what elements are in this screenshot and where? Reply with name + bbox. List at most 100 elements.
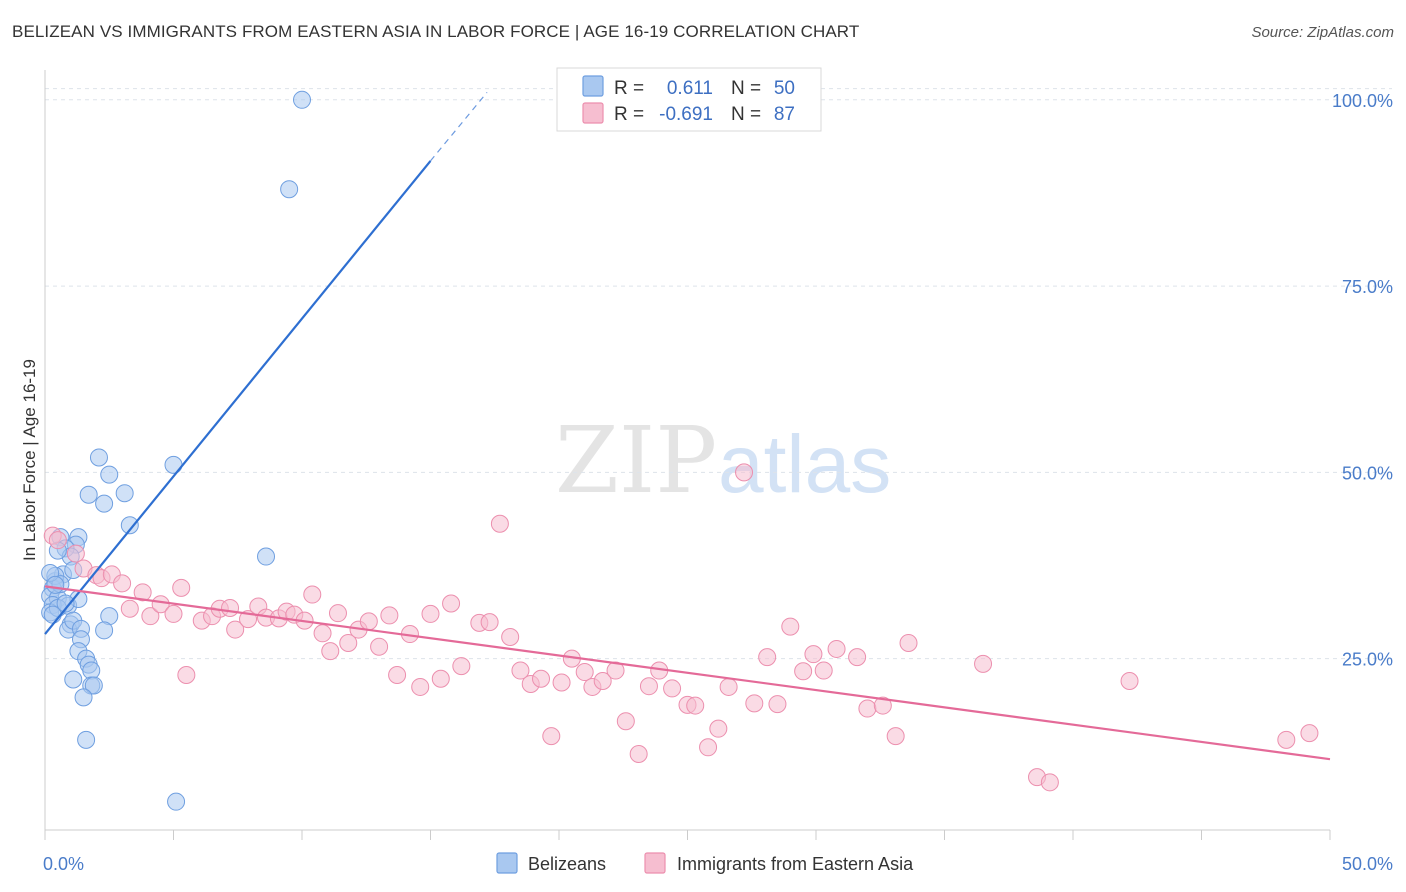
point-pink-19 bbox=[226, 620, 245, 639]
bottom-legend-swatch-pink bbox=[644, 852, 666, 874]
point-blue-48 bbox=[43, 605, 62, 624]
point-pink-55 bbox=[593, 671, 612, 690]
point-pink-68 bbox=[745, 694, 764, 713]
point-pink-86 bbox=[1300, 724, 1319, 743]
point-pink-77 bbox=[858, 699, 877, 718]
top-legend: R = 0.611 N = 50 R = -0.691 N = 87 bbox=[556, 67, 822, 132]
point-pink-39 bbox=[421, 604, 440, 623]
point-blue-9 bbox=[257, 547, 276, 566]
bottom-legend: Belizeans Immigrants from Eastern Asia bbox=[496, 852, 914, 874]
point-pink-80 bbox=[899, 633, 918, 652]
point-pink-74 bbox=[814, 661, 833, 680]
point-blue-7 bbox=[95, 494, 114, 513]
bottom-legend-swatch-blue bbox=[496, 852, 518, 874]
y-tick-label-3: 100.0% bbox=[1332, 91, 1393, 111]
point-pink-79 bbox=[886, 727, 905, 746]
bottom-legend-label-pink: Immigrants from Eastern Asia bbox=[677, 854, 914, 874]
point-pink-40 bbox=[431, 669, 450, 688]
point-blue-0 bbox=[293, 90, 311, 109]
point-pink-67 bbox=[735, 463, 754, 482]
point-pink-31 bbox=[339, 633, 358, 652]
point-pink-1 bbox=[48, 531, 67, 550]
series-blue bbox=[41, 90, 311, 811]
point-pink-73 bbox=[804, 645, 823, 664]
point-pink-27 bbox=[303, 585, 322, 604]
point-pink-84 bbox=[1120, 671, 1139, 690]
legend-r-value-pink: -0.691 bbox=[659, 104, 713, 125]
y-tick-label-0: 25.0% bbox=[1342, 650, 1393, 670]
trend-line-pink bbox=[44, 585, 1331, 761]
bottom-legend-label-blue: Belizeans bbox=[528, 854, 606, 874]
chart-title: BELIZEAN VS IMMIGRANTS FROM EASTERN ASIA… bbox=[12, 22, 860, 41]
point-pink-53 bbox=[575, 663, 594, 682]
data-points bbox=[41, 90, 1319, 811]
point-pink-51 bbox=[552, 673, 571, 692]
point-pink-35 bbox=[380, 606, 399, 625]
point-blue-6 bbox=[115, 484, 134, 503]
point-blue-1 bbox=[280, 180, 299, 199]
trend-lines bbox=[44, 91, 1331, 761]
point-pink-44 bbox=[480, 613, 499, 632]
legend-n-label-blue: N = bbox=[731, 78, 761, 99]
source-label: Source: ZipAtlas.com bbox=[1251, 24, 1394, 41]
point-blue-39 bbox=[64, 670, 83, 689]
point-pink-8 bbox=[120, 599, 139, 618]
series-pink bbox=[43, 463, 1319, 792]
legend-n-label-pink: N = bbox=[731, 104, 761, 125]
point-blue-8 bbox=[120, 516, 139, 535]
point-pink-61 bbox=[663, 679, 682, 698]
point-pink-47 bbox=[511, 661, 530, 680]
watermark-zip: ZIP bbox=[555, 407, 717, 514]
legend-n-value-pink: 87 bbox=[774, 104, 795, 125]
point-pink-12 bbox=[164, 604, 183, 623]
point-pink-72 bbox=[794, 662, 813, 681]
point-pink-66 bbox=[719, 677, 738, 696]
point-blue-41 bbox=[84, 676, 103, 695]
point-blue-49 bbox=[46, 575, 65, 594]
point-blue-4 bbox=[100, 465, 119, 484]
trend-line-blue bbox=[44, 160, 432, 635]
legend-n-value-blue: 50 bbox=[774, 78, 795, 99]
tick-labels: 25.0% 50.0% 75.0% 100.0% 0.0% 50.0% bbox=[43, 91, 1393, 874]
legend-r-label-pink: R = bbox=[614, 104, 644, 125]
point-pink-85 bbox=[1277, 730, 1296, 749]
point-pink-49 bbox=[532, 669, 551, 688]
x-tick-label-0: 0.0% bbox=[43, 854, 84, 874]
legend-swatch-blue bbox=[582, 75, 604, 97]
point-blue-44 bbox=[167, 792, 186, 811]
point-pink-58 bbox=[629, 745, 648, 763]
y-tick-label-1: 50.0% bbox=[1342, 463, 1393, 483]
trend-extension-blue bbox=[430, 91, 488, 162]
point-blue-33 bbox=[95, 621, 114, 640]
point-pink-63 bbox=[686, 696, 705, 715]
point-pink-30 bbox=[328, 604, 347, 623]
y-tick-label-2: 75.0% bbox=[1342, 277, 1393, 297]
legend-r-label-blue: R = bbox=[614, 78, 644, 99]
point-blue-42 bbox=[74, 688, 93, 707]
point-pink-9 bbox=[133, 583, 152, 602]
point-pink-65 bbox=[709, 719, 728, 738]
point-pink-45 bbox=[490, 514, 509, 533]
point-pink-2 bbox=[66, 544, 85, 563]
point-blue-5 bbox=[79, 485, 98, 504]
point-pink-29 bbox=[321, 642, 340, 661]
point-pink-59 bbox=[639, 677, 658, 696]
y-axis-title: In Labor Force | Age 16-19 bbox=[20, 359, 39, 561]
point-pink-7 bbox=[113, 574, 132, 593]
point-pink-64 bbox=[699, 738, 718, 757]
point-pink-34 bbox=[370, 637, 389, 656]
point-pink-42 bbox=[452, 657, 471, 676]
point-pink-41 bbox=[442, 594, 461, 613]
watermark: ZIP atlas bbox=[555, 407, 891, 514]
point-pink-83 bbox=[1040, 773, 1059, 792]
point-pink-81 bbox=[974, 654, 993, 673]
point-pink-57 bbox=[616, 712, 635, 731]
grid bbox=[45, 88, 1392, 660]
legend-r-value-blue: 0.611 bbox=[667, 78, 713, 99]
point-pink-71 bbox=[781, 617, 800, 636]
point-pink-33 bbox=[359, 612, 378, 631]
point-pink-18 bbox=[221, 598, 240, 617]
point-pink-28 bbox=[313, 624, 332, 643]
point-pink-11 bbox=[151, 595, 170, 614]
